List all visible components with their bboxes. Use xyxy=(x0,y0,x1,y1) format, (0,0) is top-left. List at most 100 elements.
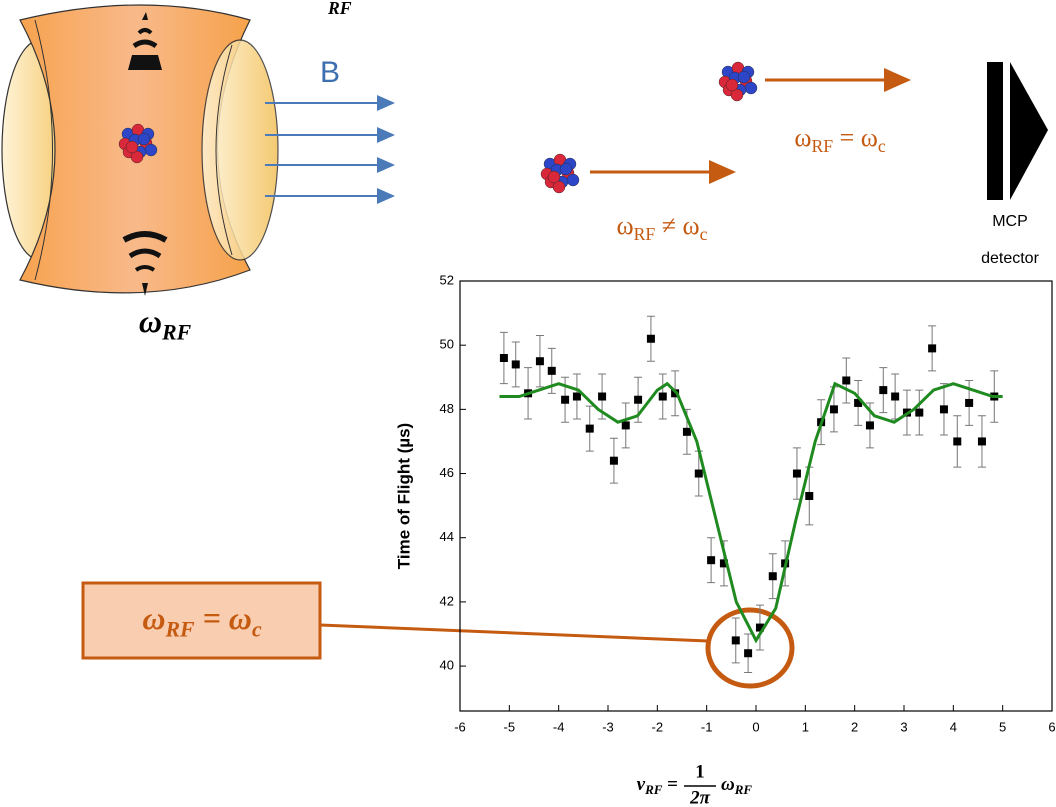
point xyxy=(793,470,801,478)
x-tick-label: 0 xyxy=(752,719,759,734)
point xyxy=(561,396,569,404)
x-tick-label: 4 xyxy=(950,719,957,734)
point xyxy=(915,409,923,417)
point xyxy=(707,556,715,564)
x-tick-label: 6 xyxy=(1048,719,1055,734)
equation-text: = ω xyxy=(195,600,252,636)
equation-subscript: RF xyxy=(165,618,196,642)
point xyxy=(683,428,691,436)
field-label: B xyxy=(320,56,340,89)
equation-text: ω xyxy=(142,600,165,636)
nucleon xyxy=(726,79,738,91)
x-tick-label: -3 xyxy=(602,719,614,734)
equation-text: ≠ ω xyxy=(655,211,699,240)
point xyxy=(512,360,520,368)
plot-frame xyxy=(460,281,1052,711)
point xyxy=(622,421,630,429)
x-tick-label: 2 xyxy=(851,719,858,734)
x-axis-title-subscript: RF xyxy=(644,782,663,797)
nucleon xyxy=(738,71,750,83)
equation-subscript: RF xyxy=(634,224,656,244)
nucleon xyxy=(145,144,157,156)
point xyxy=(500,354,508,362)
y-tick-label: 46 xyxy=(440,465,454,480)
equation: ωRF​ = ωc​ xyxy=(794,123,886,156)
callout-circle xyxy=(708,610,792,686)
point xyxy=(940,405,948,413)
equation-subscript: c xyxy=(252,618,262,642)
equation-text: ω xyxy=(139,303,162,339)
mcp-detector xyxy=(987,62,1048,200)
equation-subscript: RF xyxy=(811,136,833,156)
y-tick-label: 44 xyxy=(440,529,454,544)
point xyxy=(548,367,556,375)
nucleon xyxy=(126,141,138,153)
ion xyxy=(541,154,579,193)
detector-label: MCP xyxy=(992,213,1028,230)
point xyxy=(536,357,544,365)
point xyxy=(647,335,655,343)
point xyxy=(891,393,899,401)
point xyxy=(953,437,961,445)
y-tick-label: 52 xyxy=(440,272,454,287)
x-tick-label: -5 xyxy=(504,719,516,734)
x-axis-title: ωRF xyxy=(721,774,752,797)
x-axis-title-denominator: 2π xyxy=(689,787,711,807)
point xyxy=(830,405,838,413)
x-tick-label: -6 xyxy=(454,719,466,734)
point xyxy=(744,649,752,657)
y-tick-label: 42 xyxy=(440,593,454,608)
detector-label: detector xyxy=(981,250,1039,267)
point xyxy=(659,393,667,401)
nucleon xyxy=(560,163,572,175)
x-axis-title-subscript: RF xyxy=(734,782,753,797)
x-axis-title-text: ω xyxy=(721,774,735,795)
point xyxy=(573,393,581,401)
x-tick-label: 1 xyxy=(802,719,809,734)
y-tick-label: 40 xyxy=(440,658,454,673)
equation: ωRF​ xyxy=(139,303,192,344)
equation: ωRF​ = ωc​ xyxy=(142,600,262,641)
equation: ωRF​ ≠ ωc​ xyxy=(617,211,708,244)
x-tick-label: -1 xyxy=(701,719,713,734)
point xyxy=(928,344,936,352)
figure: B MCP detector 40424446485052-6-5-4-3-2-… xyxy=(0,0,1056,807)
point xyxy=(842,376,850,384)
equation-text: ω xyxy=(617,211,634,240)
x-axis-title-text: = xyxy=(662,774,678,795)
point xyxy=(586,425,594,433)
y-tick-label: 48 xyxy=(440,401,454,416)
point xyxy=(769,572,777,580)
point xyxy=(695,470,703,478)
point xyxy=(879,386,887,394)
page: {"chart_data": {"type": "scatter", "x": … xyxy=(0,0,1056,807)
equation-subscript: RF xyxy=(327,0,352,18)
x-tick-label: 3 xyxy=(900,719,907,734)
x-axis-title-numerator: 1 xyxy=(695,761,705,782)
x-axis-title: νRF = xyxy=(637,774,678,797)
equation-text: ω xyxy=(794,123,811,152)
point xyxy=(634,396,642,404)
point xyxy=(732,636,740,644)
equation-text: = ω xyxy=(833,123,878,152)
equation: RF​ xyxy=(327,0,352,18)
point xyxy=(965,399,973,407)
point xyxy=(978,437,986,445)
magnetic-field xyxy=(265,103,393,196)
point xyxy=(866,421,874,429)
point xyxy=(598,393,606,401)
equation-subscript: c xyxy=(700,224,708,244)
callout-line xyxy=(320,625,708,641)
nucleon xyxy=(138,133,150,145)
nucleon xyxy=(567,174,579,186)
point xyxy=(610,457,618,465)
x-tick-label: -2 xyxy=(652,719,664,734)
nucleon xyxy=(745,82,757,94)
point xyxy=(805,492,813,500)
y-axis-title: Time of Flight (µs) xyxy=(394,423,413,569)
y-tick-label: 50 xyxy=(440,337,454,352)
x-tick-label: 5 xyxy=(999,719,1006,734)
fit-line xyxy=(499,384,1002,641)
equation-subscript: c xyxy=(878,136,886,156)
